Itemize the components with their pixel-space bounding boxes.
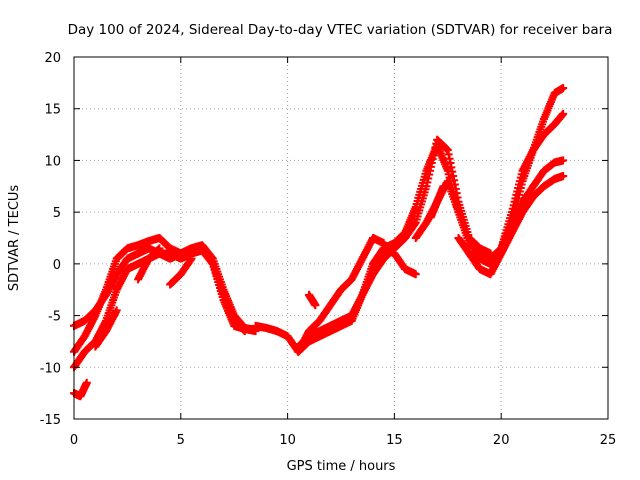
y-tick-label: -15 [40,413,61,428]
plot-frame [73,56,609,420]
series-trace-11 [347,135,495,325]
data-point [559,109,568,118]
x-tick-label: 15 [386,433,403,448]
series-trace-5 [134,244,164,284]
data-point [155,244,164,253]
data-point [82,378,91,387]
data-point [187,254,196,263]
y-tick-label: 5 [53,206,61,221]
data-point [311,301,320,310]
y-axis-label: SDTVAR / TECUs [7,185,22,292]
x-tick-label: 5 [177,433,185,448]
tick-layer: 0 5 10 15 20 25 -15 -10 -5 0 5 10 15 20 [40,51,617,448]
series-trace-7 [91,306,121,351]
data-layer [70,84,568,401]
series-trace-4 [70,378,91,401]
x-tick-label: 0 [70,433,78,448]
series-trace-10 [294,234,388,356]
series-trace-18 [426,182,448,222]
x-tick-label: 25 [600,433,617,448]
series-trace-3 [70,246,260,372]
data-point [439,182,448,191]
series-trace-16 [475,171,568,268]
x-tick-label: 10 [279,433,296,448]
data-point [411,270,420,279]
x-tick-label: 20 [493,433,510,448]
y-tick-label: 20 [44,51,61,66]
y-tick-label: -5 [48,310,61,325]
data-point [112,306,121,315]
y-tick-label: 10 [44,154,61,169]
chart-title: Day 100 of 2024, Sidereal Day-to-day VTE… [68,22,613,38]
data-point [559,171,568,180]
data-point [559,84,568,93]
series-trace-17 [304,290,320,310]
series-trace-6 [166,254,196,289]
y-tick-label: 15 [44,103,61,118]
y-tick-label: -10 [40,361,61,376]
y-tick-label: 0 [53,258,61,273]
data-point [559,156,568,165]
x-axis-label: GPS time / hours [287,459,396,474]
series-trace-12 [369,244,420,279]
